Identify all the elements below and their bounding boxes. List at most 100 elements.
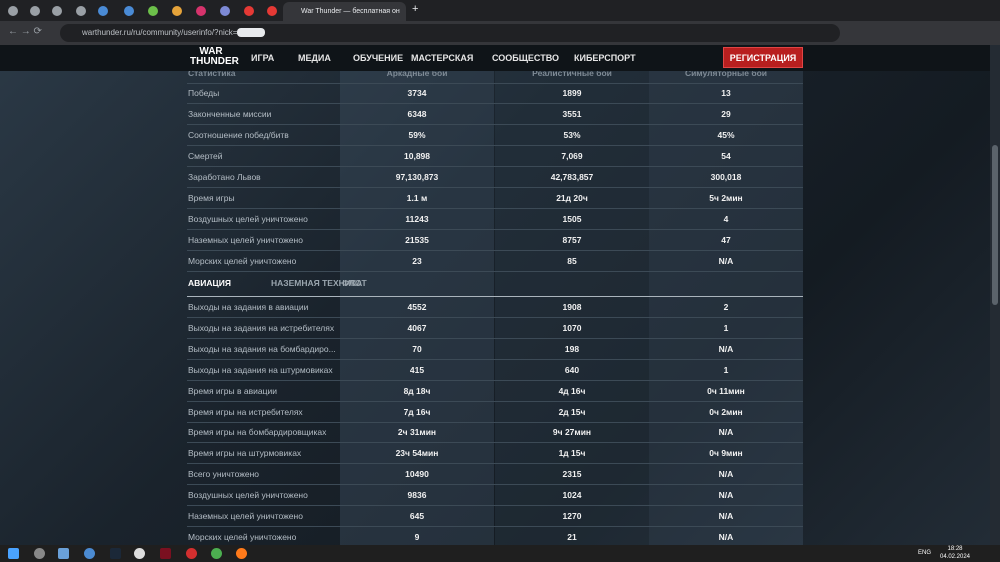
stat-label: Выходы на задания на штурмовиках: [188, 364, 333, 375]
stat-row: Морских целей уничтожено 23 85 N/A: [187, 251, 803, 272]
column-bg: [340, 63, 494, 545]
stat-label: Морских целей уничтожено: [188, 531, 297, 542]
search[interactable]: [34, 548, 45, 559]
stat-label: Время игры в авиации: [188, 385, 277, 396]
new-tab[interactable]: +: [412, 3, 419, 15]
header-cell: Статистика: [188, 68, 236, 78]
section-tab[interactable]: НАЗЕМНАЯ ТЕХНИКА: [271, 278, 363, 288]
app[interactable]: [110, 548, 121, 559]
stat-value: 8д 18ч: [403, 385, 431, 396]
stat-value: N/A: [718, 511, 734, 521]
start[interactable]: [8, 548, 19, 559]
column-bg: [495, 63, 649, 545]
stat-row: Выходы на задания на бомбардиро... 70 198 N…: [187, 339, 803, 360]
nav-item[interactable]: МЕДИА: [298, 53, 331, 63]
tab-icon[interactable]: [52, 6, 62, 16]
tab-icon[interactable]: [196, 6, 206, 16]
stat-value: 1: [723, 322, 729, 333]
stat-value: N/A: [718, 531, 734, 542]
stat-value: 2д 15ч: [558, 406, 586, 417]
stat-value: 1.1 м: [406, 193, 428, 203]
column-bg: [649, 63, 803, 545]
stat-label: Победы: [188, 88, 220, 98]
stat-row: Время игры в авиации 8д 18ч 4д 16ч 0ч 11мин: [187, 381, 803, 402]
stat-value: 21: [567, 531, 577, 542]
stat-label: Наземных целей уничтожено: [188, 235, 303, 245]
stat-value: 1270: [562, 511, 582, 521]
stat-value: 1д 15ч: [558, 448, 586, 459]
app[interactable]: [236, 548, 247, 559]
stat-row: Выходы на задания на штурмовиках 415 640 1: [187, 360, 803, 381]
stat-value: 85: [567, 256, 577, 266]
tab-icon[interactable]: [124, 6, 134, 16]
logo[interactable]: WAR THUNDER: [190, 46, 239, 67]
tab-icon[interactable]: [267, 6, 277, 16]
section-tab[interactable]: ФЛОТ: [342, 278, 367, 288]
tab-icon[interactable]: [8, 6, 18, 16]
scroll-thumb[interactable]: [992, 145, 998, 305]
stat-value: 2315: [562, 469, 582, 480]
tab-row: АВИАЦИЯ НАЗЕМНАЯ ТЕХНИКА ФЛОТ: [187, 273, 803, 297]
active-tab[interactable]: War Thunder — бесплатная он: [283, 2, 406, 21]
stat-value: 4067: [407, 322, 427, 333]
clock-date[interactable]: 04.02.2024: [939, 554, 971, 560]
stat-value: 1024: [562, 490, 582, 501]
section-tab[interactable]: АВИАЦИЯ: [188, 278, 231, 288]
tab-icon[interactable]: [148, 6, 158, 16]
stat-value: 97,130,873: [395, 172, 439, 182]
stat-value: 10490: [405, 469, 429, 480]
taskbar: ENG 18:28 04.02.2024: [0, 545, 1000, 562]
stat-value: 21д 20ч: [556, 193, 588, 203]
stat-row: Выходы на задания в авиации 4552 1908 2: [187, 297, 803, 318]
stat-value: 47: [721, 235, 731, 245]
stat-value: 59%: [408, 130, 426, 140]
app[interactable]: [160, 548, 171, 559]
nav-item[interactable]: СООБЩЕСТВО: [492, 53, 559, 63]
stat-value: N/A: [718, 427, 734, 438]
app[interactable]: [134, 548, 145, 559]
stat-row: Выходы на задания на истребителях 4067 107…: [187, 318, 803, 339]
stat-value: N/A: [718, 469, 734, 480]
stat-row: Заработано Львов 97,130,873 42,783,857 300,…: [187, 167, 803, 188]
clock-time[interactable]: 18:28: [947, 546, 963, 552]
tab-icon[interactable]: [220, 6, 230, 16]
app[interactable]: [186, 548, 197, 559]
stat-value: 2: [723, 302, 729, 312]
stat-value: 645: [409, 511, 425, 521]
stat-label: Время игры: [188, 193, 235, 203]
stat-value: 1908: [562, 302, 582, 312]
stat-row: Смертей 10,898 7,069 54: [187, 146, 803, 167]
tab-strip: War Thunder — бесплатная он +: [0, 0, 1000, 21]
register-button[interactable]: РЕГИСТРАЦИЯ: [723, 47, 803, 68]
stat-value: 45%: [717, 130, 735, 140]
stat-value: 2ч 31мин: [397, 427, 437, 438]
nav-item[interactable]: КИБЕРСПОРТ: [574, 53, 636, 63]
stat-value: 54: [721, 151, 731, 161]
url-field[interactable]: warthunder.ru/ru/community/userinfo/?nic…: [60, 24, 840, 42]
stat-row: Время игры на бомбардировщиках 2ч 31мин 9ч…: [187, 422, 803, 444]
tab-icon[interactable]: [172, 6, 182, 16]
app[interactable]: [84, 548, 95, 559]
tab-icon[interactable]: [76, 6, 86, 16]
stat-value: 0ч 9мин: [709, 448, 743, 459]
stat-row: Время игры на штурмовиках 23ч 54мин 1д 15ч…: [187, 443, 803, 465]
stat-row: Победы 3734 1899 13: [187, 83, 803, 104]
stat-value: 3551: [562, 109, 582, 119]
nav-item[interactable]: МАСТЕРСКАЯ: [411, 53, 474, 63]
language[interactable]: ENG: [918, 550, 932, 556]
stat-value: 23ч 54мин: [395, 448, 439, 459]
stat-row: Воздушных целей уничтожено 11243 1505 4: [187, 209, 803, 230]
nav-buttons[interactable]: ← → ⟳: [8, 26, 42, 37]
stat-label: Смертей: [188, 151, 223, 161]
app[interactable]: [58, 548, 69, 559]
tab-icon[interactable]: [98, 6, 108, 16]
tab-icon[interactable]: [30, 6, 40, 16]
stat-label: Наземных целей уничтожено: [188, 511, 303, 521]
tab-icon[interactable]: [244, 6, 254, 16]
nav-item[interactable]: ИГРА: [251, 53, 275, 63]
stat-label: Время игры на истребителях: [188, 406, 303, 417]
app[interactable]: [211, 548, 222, 559]
scrollbar[interactable]: [990, 45, 1000, 545]
nav-item[interactable]: ОБУЧЕНИЕ: [353, 53, 404, 63]
